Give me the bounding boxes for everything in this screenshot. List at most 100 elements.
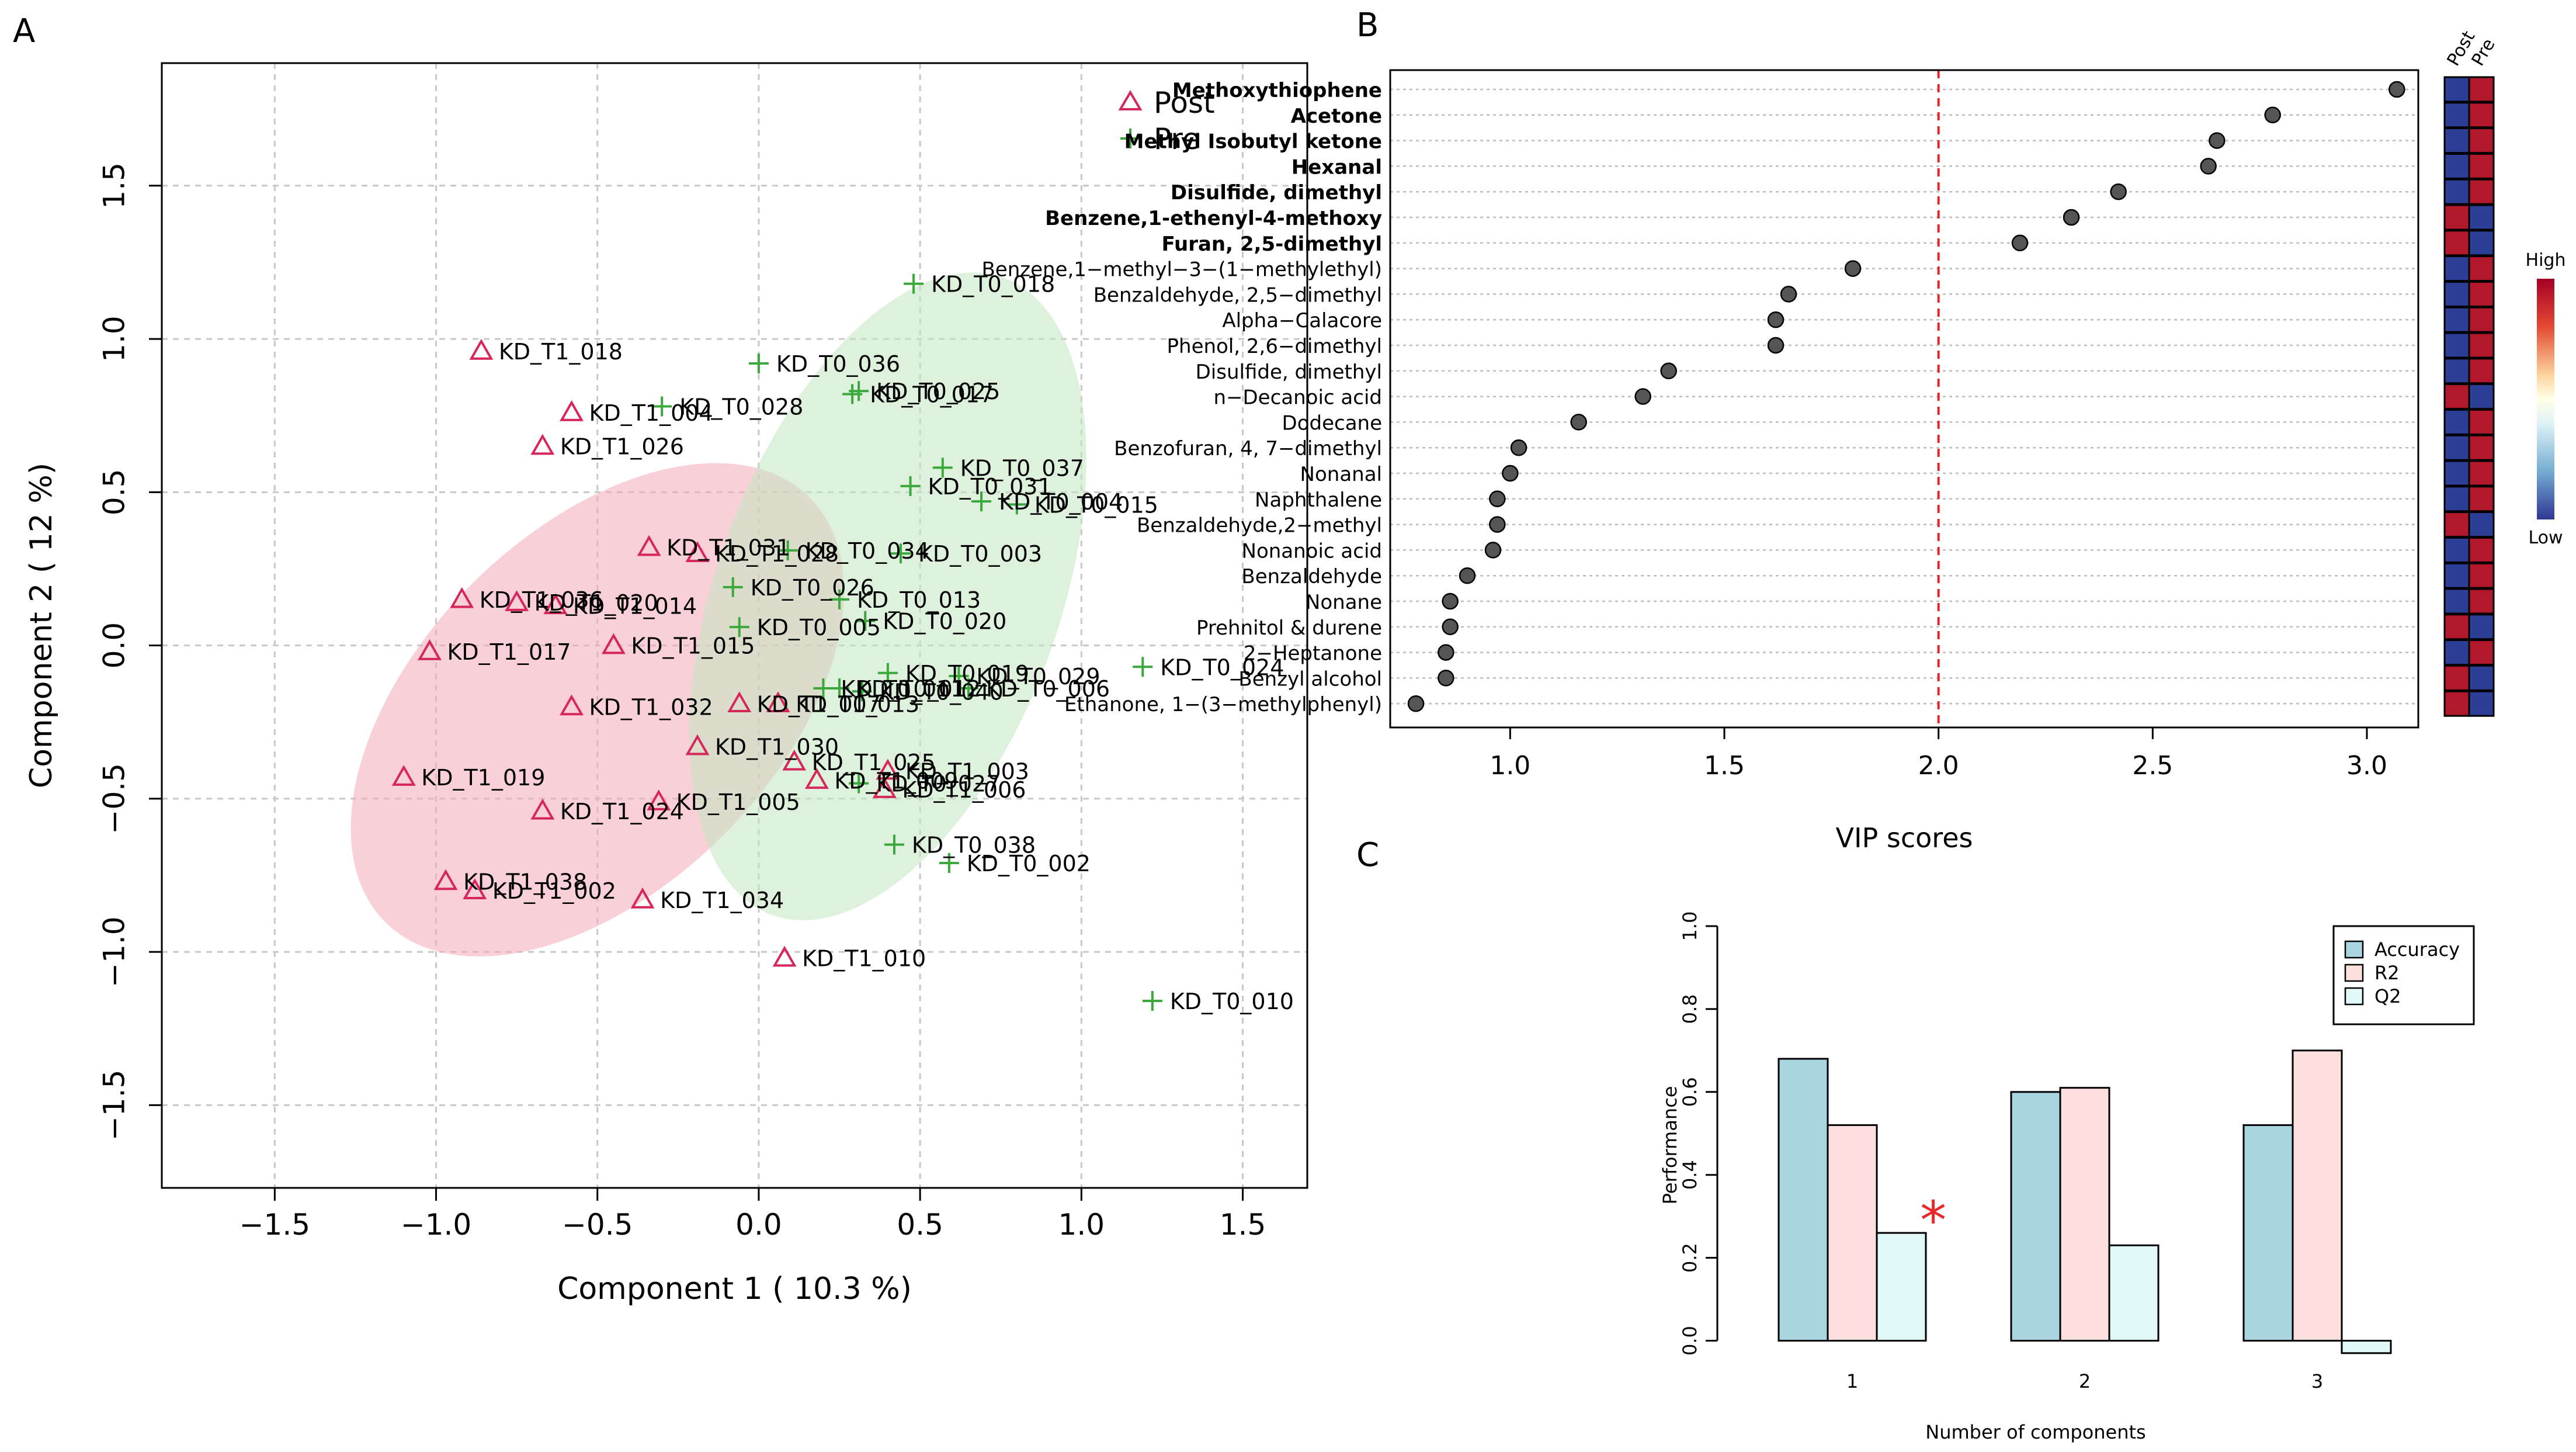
y-tick-label: 0.0 [98,622,131,669]
y-tick-label: 0.5 [98,469,131,516]
point-label: KD_T1_024 [560,799,684,824]
triangle-marker [560,400,584,421]
point-label: KD_T1_015 [631,633,755,659]
heatmap-cell [2443,230,2470,257]
heatmap-cell [2468,280,2495,307]
point-label: KD_T1_031 [666,535,790,561]
vip-point [1660,362,1677,380]
vip-point [2110,183,2127,200]
heatmap-cell [2443,511,2470,538]
vip-point [1570,414,1587,431]
triangle-marker [782,749,807,771]
point-label: KD_T1_030 [715,734,839,760]
bar-accuracy [2010,1091,2061,1342]
heatmap-cell [2468,102,2495,129]
color-scale: High Low [2526,250,2566,548]
triangle-marker [530,434,555,455]
plus-marker [829,678,850,699]
heatmap-cell [2468,153,2495,179]
point-label: KD_T0_011 [841,676,964,702]
point-label: KD_T0_003 [918,541,1042,567]
heatmap-cell [2443,614,2470,640]
point-label: KD_T1_003 [905,759,1029,785]
colorbar-high-label: High [2526,250,2566,271]
heatmap-cell [2468,358,2495,384]
point-label: KD_T0_020 [883,609,1006,635]
significance-marker: * [1920,1190,1946,1252]
triangle-marker [727,691,752,713]
heatmap-cell [2443,332,2470,359]
bar-r2 [2059,1087,2110,1342]
vip-point [1767,337,1785,354]
vip-point [2388,81,2405,98]
compound-label: Alpha−Calacore [1222,309,1382,332]
heatmap-cell [2468,639,2495,666]
point-label: KD_T0_018 [931,272,1055,297]
plot-frame [1389,69,2419,729]
point-label: KD_T1_032 [589,694,713,720]
compound-label: Furan, 2,5-dimethyl [1161,233,1382,256]
y-axis-title: Performance [1659,1086,1681,1205]
heatmap-cell [2443,639,2470,666]
x-tick-label: 1 [1846,1370,1858,1392]
heatmap-cell [2468,230,2495,257]
vip-point [1489,490,1506,508]
vip-point [1844,260,1862,277]
y-tick-label: 0.0 [1679,1326,1701,1356]
point-label: KD_T0_005 [757,615,881,640]
heatmap-cell [2468,588,2495,615]
heatmap-cell [2443,690,2470,717]
heatmap-cell [2468,690,2495,717]
point-label: KD_T0_036 [776,351,900,377]
bar-accuracy [1777,1058,1829,1342]
plus-marker [729,617,749,637]
panel-label-b: B [1356,6,1379,44]
triangle-marker [766,691,790,713]
vip-point [2200,158,2217,175]
legend-plus-marker [1120,129,1140,148]
point-label: KD_T0_010 [1170,989,1294,1014]
plus-marker [939,853,959,874]
heatmap-cell [2468,255,2495,282]
ellipse-pre [689,272,1086,920]
compound-label: Dodecane [1282,411,1382,435]
point-label: KD_T0_002 [967,851,1091,876]
bar-r2 [2292,1049,2343,1342]
x-tick-label: 1.0 [1490,751,1530,781]
legend-label: Pre [1154,122,1200,156]
heatmap-cell [2443,460,2470,487]
point-label: KD_T0_015 [1034,492,1158,518]
legend-label: Q2 [2374,985,2401,1007]
triangle-marker [543,593,568,615]
triangle-marker [463,878,487,899]
compound-label: Acetone [1291,105,1382,128]
y-tick-label: 0.8 [1679,994,1701,1024]
heatmap-cell [2443,306,2470,333]
point-label: KD_T1_007 [757,691,881,717]
vip-point [1442,592,1459,610]
point-label: KD_T0_029 [976,664,1100,689]
vip-point [1438,644,1454,661]
triangle-marker [450,587,474,608]
point-label: KD_T0_028 [679,394,803,420]
point-labels: KD_T1_018KD_T1_004KD_T1_026KD_T1_031KD_T… [421,272,1294,1014]
x-tick-label: 1.5 [1704,751,1745,781]
point-label: KD_T0_038 [912,833,1036,858]
heatmap-cell [2443,127,2470,154]
point-label: KD_T1_020 [534,590,658,616]
heatmap-cell [2468,332,2495,359]
point-label: KD_T0_019 [905,661,1029,687]
x-tick-label: 0.5 [897,1208,943,1242]
plus-marker [652,396,672,417]
colorbar-low-label: Low [2528,528,2563,548]
plus-marker [971,491,992,512]
x-tick-label: −1.0 [401,1208,471,1242]
vip-point [1438,670,1454,687]
point-label: KD_T0_034 [806,538,929,564]
heatmap-cell [2443,358,2470,384]
compound-label: Benzaldehyde, 2,5−dimethyl [1093,283,1382,307]
plus-marker [877,663,898,683]
bar-accuracy [2242,1124,2294,1342]
